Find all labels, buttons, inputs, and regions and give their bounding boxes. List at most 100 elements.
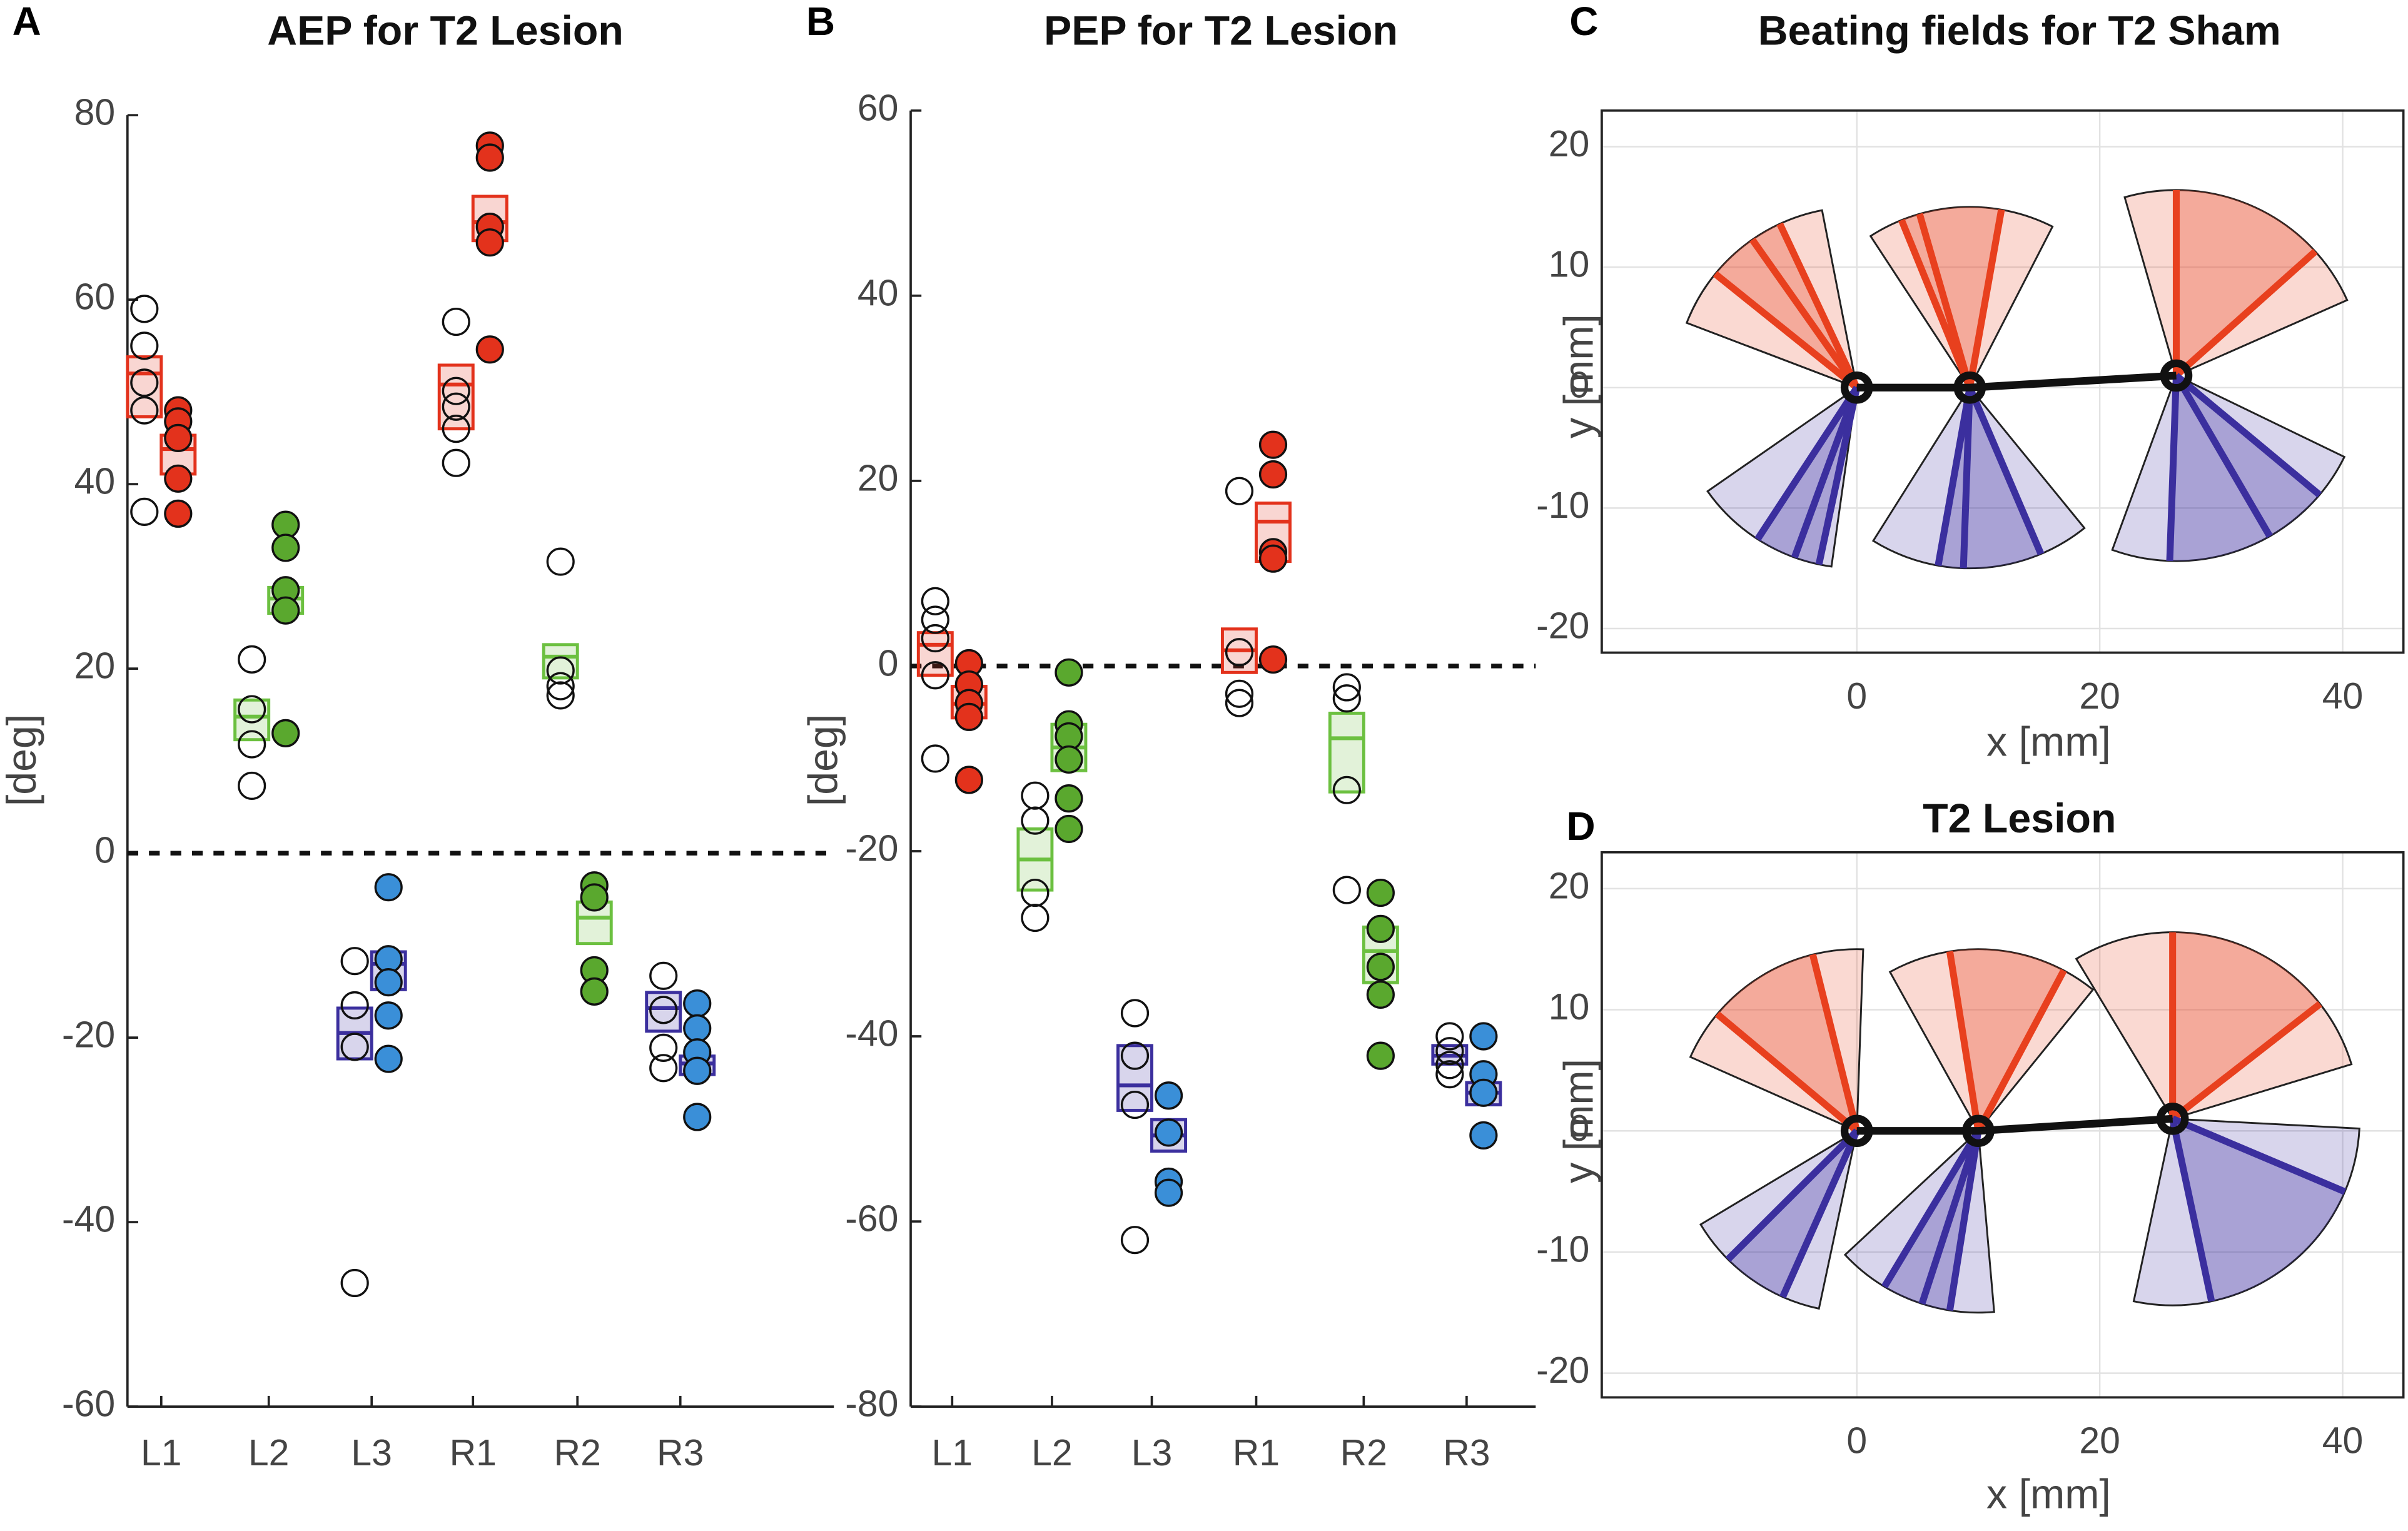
x-axis-label: x [mm] — [1986, 719, 2111, 765]
beating-field — [1699, 1129, 1858, 1310]
x-tick-label: 0 — [1846, 676, 1867, 717]
y-tick-label: 0 — [1569, 1108, 1590, 1149]
stroke-line — [1749, 237, 1860, 390]
x-tick-label: R2 — [554, 1433, 601, 1473]
data-point — [1225, 679, 1254, 708]
data-point — [1225, 477, 1254, 505]
data-point — [442, 376, 470, 405]
data-point — [649, 1033, 678, 1062]
data-point — [1435, 1051, 1464, 1079]
data-point — [475, 143, 504, 172]
data-point — [1332, 776, 1361, 804]
panel-label: C — [1569, 0, 1598, 44]
data-point — [546, 672, 575, 700]
plot-frame — [1601, 109, 2405, 654]
stroke-line — [1946, 1130, 1982, 1311]
data-point — [130, 497, 159, 526]
x-tick-label: L2 — [248, 1433, 290, 1473]
y-tick-label: -60 — [62, 1384, 115, 1425]
joint — [2160, 359, 2193, 392]
data-point — [1435, 1022, 1464, 1051]
x-tick-label: 20 — [2079, 676, 2120, 717]
data-point — [374, 873, 403, 902]
y-tick-label: -10 — [1536, 1230, 1589, 1270]
data-point — [1469, 1078, 1498, 1107]
stroke-line — [1898, 218, 1973, 389]
body — [1856, 1114, 2173, 1135]
field-core — [2176, 189, 2315, 376]
y-tick-label: -40 — [845, 1014, 898, 1054]
field-core — [1950, 949, 2064, 1131]
x-tick-label: 0 — [1846, 1421, 1867, 1462]
stroke-line — [2173, 248, 2318, 378]
data-point — [1055, 784, 1083, 813]
data-point — [1021, 903, 1050, 932]
range-box — [126, 355, 163, 418]
stroke-line — [1946, 951, 1982, 1132]
y-axis-label: y [mm] — [1556, 1059, 1602, 1183]
y-tick-label: 0 — [94, 831, 115, 871]
data-point — [475, 228, 504, 257]
data-point — [238, 645, 266, 674]
stroke-line — [1966, 386, 2045, 555]
joint — [1953, 371, 1986, 404]
data-point — [1469, 1121, 1498, 1150]
y-axis-label: [deg] — [0, 714, 45, 806]
y-tick-label: 20 — [1549, 866, 1590, 906]
data-point — [374, 1001, 403, 1030]
data-point — [1435, 1060, 1464, 1089]
y-tick-label: -20 — [1536, 1350, 1589, 1391]
stroke-line — [1881, 1129, 1981, 1289]
data-point — [1332, 876, 1361, 904]
data-point — [238, 730, 266, 759]
data-point — [130, 368, 159, 397]
data-point — [475, 335, 504, 364]
data-point — [580, 883, 609, 912]
beating-field — [1871, 386, 2086, 570]
data-point — [1366, 952, 1395, 981]
data-point — [683, 989, 712, 1018]
x-tick-label: L2 — [1031, 1433, 1073, 1473]
data-point — [921, 661, 949, 690]
y-axis-label: [deg] — [800, 714, 846, 806]
y-tick-label: -80 — [845, 1384, 898, 1425]
y-tick-label: 10 — [1549, 245, 1590, 285]
range-box — [645, 991, 682, 1033]
y-tick-label: 20 — [857, 458, 899, 498]
data-point — [442, 448, 470, 477]
body — [1856, 371, 2177, 392]
data-point — [1258, 430, 1288, 459]
data-point — [1154, 1081, 1183, 1110]
data-point — [164, 499, 193, 528]
x-tick-label: L1 — [141, 1433, 182, 1473]
plot-area — [1601, 852, 2404, 1398]
range-box — [1328, 711, 1365, 794]
x-tick-label: R1 — [450, 1433, 497, 1473]
joint — [1840, 1114, 1873, 1148]
data-point — [580, 977, 609, 1006]
data-point — [649, 1054, 678, 1083]
y-tick-label: -20 — [62, 1015, 115, 1056]
range-box — [233, 698, 271, 742]
y-tick-label: 0 — [878, 643, 899, 684]
data-point — [1154, 1118, 1183, 1147]
x-tick-label: L3 — [351, 1433, 392, 1473]
field-core — [2172, 932, 2320, 1119]
stroke-line — [1779, 1129, 1860, 1298]
stroke-line — [2166, 375, 2180, 562]
stroke-line — [1935, 387, 1973, 567]
data-point — [1332, 673, 1361, 702]
data-point — [546, 547, 575, 576]
x-tick-label: L1 — [932, 1433, 973, 1473]
beating-field — [1888, 948, 2095, 1133]
stroke-line — [1815, 387, 1861, 565]
beating-field — [2132, 1118, 2360, 1306]
data-point — [1366, 878, 1395, 907]
y-tick-label: -20 — [1536, 606, 1589, 647]
x-tick-label: L3 — [1131, 1433, 1173, 1473]
x-axis-label: x [mm] — [1986, 1471, 2111, 1517]
y-tick-label: 40 — [74, 462, 116, 502]
x-tick-label: R1 — [1233, 1433, 1280, 1473]
data-point — [921, 624, 949, 653]
